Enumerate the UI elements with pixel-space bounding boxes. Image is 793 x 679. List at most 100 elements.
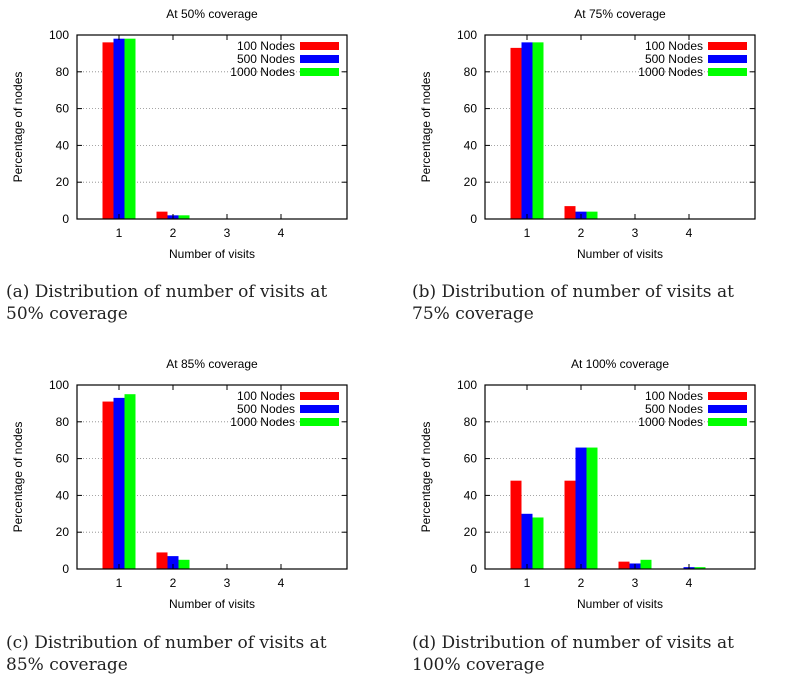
caption-a-line1: (a) Distribution of number of visits at xyxy=(6,282,328,302)
chart-panel-d: At 100% coverage 0 20 40 60 80 100 1 2 3 4 Number o… xyxy=(408,350,793,615)
bar xyxy=(532,42,544,219)
legend-label: 100 Nodes xyxy=(645,389,703,403)
bar xyxy=(564,480,576,569)
y-axis-label: Percentage of nodes xyxy=(11,422,25,533)
legend-label: 1000 Nodes xyxy=(230,415,295,429)
y-tick-label: 20 xyxy=(464,525,478,539)
bar xyxy=(124,38,136,220)
caption-c: (c) Distribution of number of visits at … xyxy=(6,632,391,676)
legend-swatch xyxy=(300,68,339,76)
x-tick-label: 1 xyxy=(524,226,531,240)
bar xyxy=(618,561,630,569)
caption-c-line2: 85% coverage xyxy=(6,655,128,675)
y-tick-label: 60 xyxy=(56,452,70,466)
caption-d: (d) Distribution of number of visits at … xyxy=(412,632,793,676)
y-tick-label: 100 xyxy=(49,28,69,42)
bar xyxy=(156,211,168,219)
chart-panel-b: At 75% coverage 0 20 40 60 80 100 1 2 3 4 Number of… xyxy=(408,0,793,265)
chart-panel-c: At 85% coverage 0 20 40 60 80 100 1 2 3 4 Number of… xyxy=(0,350,385,615)
y-tick-label: 20 xyxy=(56,175,70,189)
bar xyxy=(640,559,652,569)
y-tick-label: 100 xyxy=(457,28,477,42)
y-tick-label: 40 xyxy=(464,138,478,152)
legend-label: 500 Nodes xyxy=(237,402,295,416)
x-tick-label: 1 xyxy=(116,226,123,240)
y-tick-label: 0 xyxy=(62,562,69,576)
legend-swatch xyxy=(708,405,747,413)
caption-a-line2: 50% coverage xyxy=(6,304,128,324)
y-tick-label: 80 xyxy=(56,415,70,429)
y-tick-label: 0 xyxy=(470,562,477,576)
bar xyxy=(586,447,598,569)
y-tick-label: 100 xyxy=(457,378,477,392)
caption-c-line1: (c) Distribution of number of visits at xyxy=(6,633,327,653)
legend-swatch xyxy=(300,42,339,50)
x-tick-label: 4 xyxy=(686,226,693,240)
legend-label: 100 Nodes xyxy=(237,389,295,403)
legend-label: 1000 Nodes xyxy=(638,415,703,429)
x-tick-label: 4 xyxy=(278,576,285,590)
y-tick-label: 40 xyxy=(56,488,70,502)
bar-chart-b: At 75% coverage 0 20 40 60 80 100 1 2 3 4 Number of… xyxy=(419,7,756,261)
caption-b-line1: (b) Distribution of number of visits at xyxy=(412,282,734,302)
legend-swatch xyxy=(708,392,747,400)
bar xyxy=(156,552,168,569)
legend-swatch xyxy=(300,418,339,426)
y-axis-label: Percentage of nodes xyxy=(419,422,433,533)
bar xyxy=(167,556,179,569)
bar xyxy=(102,401,114,569)
chart-title: At 75% coverage xyxy=(574,7,666,21)
caption-b: (b) Distribution of number of visits at … xyxy=(412,281,793,325)
caption-d-line1: (d) Distribution of number of visits at xyxy=(412,633,734,653)
y-tick-label: 40 xyxy=(56,138,70,152)
x-tick-label: 4 xyxy=(686,576,693,590)
x-tick-label: 2 xyxy=(170,226,177,240)
bar-chart-c: At 85% coverage 0 20 40 60 80 100 1 2 3 4 Number of… xyxy=(11,357,348,611)
y-tick-label: 20 xyxy=(56,525,70,539)
legend-label: 1000 Nodes xyxy=(638,65,703,79)
y-tick-label: 60 xyxy=(464,452,478,466)
legend-label: 500 Nodes xyxy=(645,402,703,416)
bar xyxy=(510,47,522,219)
y-tick-label: 40 xyxy=(464,488,478,502)
bar xyxy=(102,42,114,219)
x-tick-label: 1 xyxy=(524,576,531,590)
x-tick-label: 1 xyxy=(116,576,123,590)
bar xyxy=(586,211,598,219)
legend-label: 500 Nodes xyxy=(237,52,295,66)
plot-frame xyxy=(76,34,348,220)
bar xyxy=(124,394,136,569)
x-axis-label: Number of visits xyxy=(577,247,663,261)
bar-chart-a: At 50% coverage 0 20 40 60 80 100 1 2 3 4 Number of… xyxy=(11,7,348,261)
x-tick-label: 3 xyxy=(632,226,639,240)
x-tick-label: 3 xyxy=(632,576,639,590)
chart-title: At 100% coverage xyxy=(571,357,669,371)
bar xyxy=(113,397,125,569)
y-tick-label: 0 xyxy=(62,212,69,226)
y-tick-label: 60 xyxy=(56,102,70,116)
plot-frame xyxy=(76,384,348,570)
legend-swatch xyxy=(708,42,747,50)
legend-label: 100 Nodes xyxy=(645,39,703,53)
plot-frame xyxy=(484,34,756,220)
bar xyxy=(694,567,706,569)
y-axis-label: Percentage of nodes xyxy=(419,72,433,183)
y-tick-label: 60 xyxy=(464,102,478,116)
legend-swatch xyxy=(708,55,747,63)
x-tick-label: 4 xyxy=(278,226,285,240)
legend-swatch xyxy=(708,68,747,76)
caption-b-line2: 75% coverage xyxy=(412,304,534,324)
plot-frame xyxy=(484,384,756,570)
bar xyxy=(178,559,190,569)
y-tick-label: 0 xyxy=(470,212,477,226)
x-tick-label: 3 xyxy=(224,226,231,240)
chart-title: At 50% coverage xyxy=(166,7,258,21)
legend-swatch xyxy=(708,418,747,426)
y-axis-label: Percentage of nodes xyxy=(11,72,25,183)
bar xyxy=(564,206,576,219)
chart-title: At 85% coverage xyxy=(166,357,258,371)
x-axis-label: Number of visits xyxy=(169,247,255,261)
y-tick-label: 20 xyxy=(464,175,478,189)
bar xyxy=(575,447,587,569)
x-axis-label: Number of visits xyxy=(577,597,663,611)
